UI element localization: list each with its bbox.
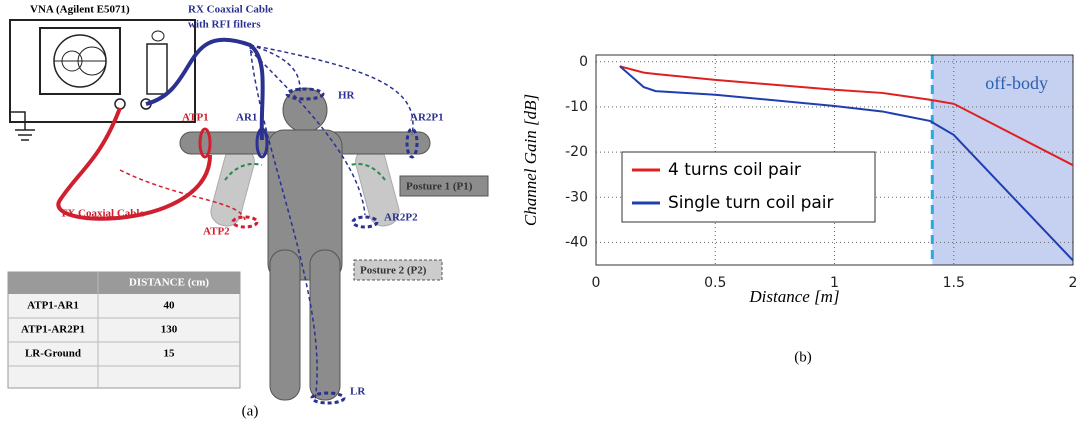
coils [198,87,419,405]
arrows [224,163,386,181]
chart: off-body 0 0.5 1 1.5 2 0 -10 -20 -30 -40 Distance [… [521,54,1078,306]
label: Posture 2 (P2) [360,265,427,277]
table-header [8,272,240,294]
x-axis-label: Distance [m] [748,287,839,306]
head [282,87,328,133]
y-tick-label: -30 [565,189,588,205]
leg [269,249,301,401]
line [619,65,1074,262]
region-label: off-body [985,73,1048,93]
y-tick-label: -40 [565,234,588,250]
region [932,55,1073,265]
label: Posture 1 (P1) [406,181,473,193]
vna-panel [146,43,168,95]
leg [309,249,341,401]
label: ATP2 [203,226,230,238]
cell: ATP1-AR1 [27,300,79,312]
diagram: VNA (Agilent E5071) RX Coaxial Cable wit… [7,4,812,419]
rx-cable [145,37,265,141]
dashed-cable [119,169,246,221]
cell: LR-Ground [25,348,81,360]
port [114,98,126,110]
panel-label: (a) [242,403,259,419]
table-header: DISTANCE (cm) [129,277,209,289]
ground [10,111,35,141]
cell: 40 [164,300,176,312]
vna-knob [151,30,165,42]
distance-table: DISTANCE (cm) ATP1-AR1 40 ATP1-AR2P1 130… [7,271,241,389]
posture-box [399,175,489,197]
y-axis-label: Channel Gain [dB] [521,94,540,226]
posture-box [353,259,443,281]
y-tick-label: -20 [565,144,588,160]
label: with RFI filters [188,19,261,31]
cell: ATP1-AR2P1 [21,324,85,336]
dashed-cables [249,44,414,401]
x-tick-label: 0.5 [704,275,726,291]
plot-frame [595,54,1074,266]
label: AR2P2 [384,212,418,224]
y-tick-label: 0 [579,54,588,70]
label: TX Coaxial Cable [60,208,144,220]
x-tick-label: 1.5 [943,275,965,291]
arm-lowered [210,146,255,227]
legend-label: 4 turns coil pair [668,160,801,180]
cell: 130 [161,324,178,336]
label: ATP1 [182,112,209,124]
tx-cable [56,107,212,221]
line [619,65,1074,167]
x-tick-label: 1 [830,275,839,291]
y-tick-label: -10 [565,99,588,115]
label: LR [350,386,366,398]
x-tick-label: 2 [1069,275,1078,291]
panel-label: (b) [794,349,812,365]
label: AR1 [236,112,257,124]
label: RX Coaxial Cable [188,4,273,16]
legend-label: Single turn coil pair [668,193,834,213]
legend-box [621,151,876,223]
x-tick-label: 0 [592,275,601,291]
label: HR [338,90,356,102]
label: AR2P1 [410,112,444,124]
label: VNA (Agilent E5071) [30,4,130,16]
cell: 15 [164,348,176,360]
